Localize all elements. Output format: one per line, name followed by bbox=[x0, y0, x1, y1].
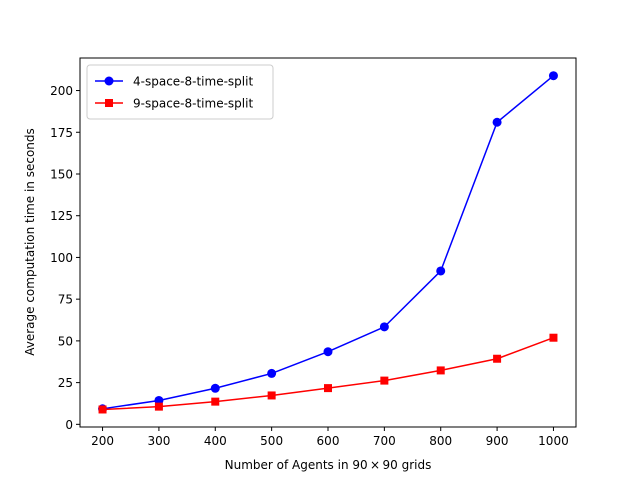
series-2-point bbox=[436, 366, 445, 375]
series-2-point bbox=[324, 384, 332, 393]
legend-marker bbox=[104, 76, 114, 86]
ticks-layer: 200 300 400 500 600 700 800 900 1000 0 25 50 75 100 12… bbox=[50, 84, 569, 448]
x-tick-label: 400 bbox=[204, 434, 227, 448]
series-2-point bbox=[211, 397, 220, 406]
legend: 4-space-8-time-split 9-space-8-time-split bbox=[86, 64, 274, 120]
legend-label: 9-space-8-time-split bbox=[133, 97, 253, 111]
series-1-point bbox=[492, 117, 502, 127]
y-tick-label: 75 bbox=[58, 293, 73, 307]
x-tick-label: 900 bbox=[486, 434, 509, 448]
series-1-point bbox=[323, 347, 333, 357]
y-tick-label: 25 bbox=[58, 376, 73, 390]
y-tick-label: 0 bbox=[65, 418, 73, 432]
series-1-point bbox=[436, 266, 446, 276]
x-tick-label: 500 bbox=[260, 434, 283, 448]
legend-box bbox=[86, 64, 274, 120]
x-tick-label: 600 bbox=[317, 434, 340, 448]
y-tick-label: 200 bbox=[50, 84, 73, 98]
x-tick-label: 700 bbox=[373, 434, 396, 448]
y-tick-label: 175 bbox=[50, 126, 73, 140]
x-tick-label: 200 bbox=[91, 434, 114, 448]
series-layer bbox=[98, 71, 558, 414]
y-tick-label: 100 bbox=[50, 251, 73, 265]
series-2-point bbox=[380, 376, 389, 385]
series-2-point bbox=[267, 391, 276, 400]
series-1-point bbox=[548, 71, 558, 81]
legend-label: 4-space-8-time-split bbox=[133, 75, 253, 89]
x-axis-label: Number of Agents in 90 × 90 grids bbox=[225, 458, 432, 472]
series-1-point bbox=[379, 322, 389, 332]
y-tick-label: 50 bbox=[58, 334, 73, 348]
x-tick-label: 1000 bbox=[538, 434, 569, 448]
y-axis-label: Average computation time in seconds bbox=[23, 128, 37, 356]
y-tick-label: 150 bbox=[50, 167, 73, 181]
y-tick-label: 125 bbox=[50, 209, 73, 223]
x-tick-label: 800 bbox=[429, 434, 452, 448]
series-2-point bbox=[154, 402, 163, 411]
series-2-point bbox=[98, 405, 107, 414]
series-1-point bbox=[267, 368, 277, 378]
series-1-point bbox=[210, 383, 220, 393]
series-2-point bbox=[493, 354, 502, 363]
legend-marker bbox=[105, 99, 113, 107]
x-tick-label: 300 bbox=[147, 434, 170, 448]
series-2-point bbox=[549, 333, 558, 342]
